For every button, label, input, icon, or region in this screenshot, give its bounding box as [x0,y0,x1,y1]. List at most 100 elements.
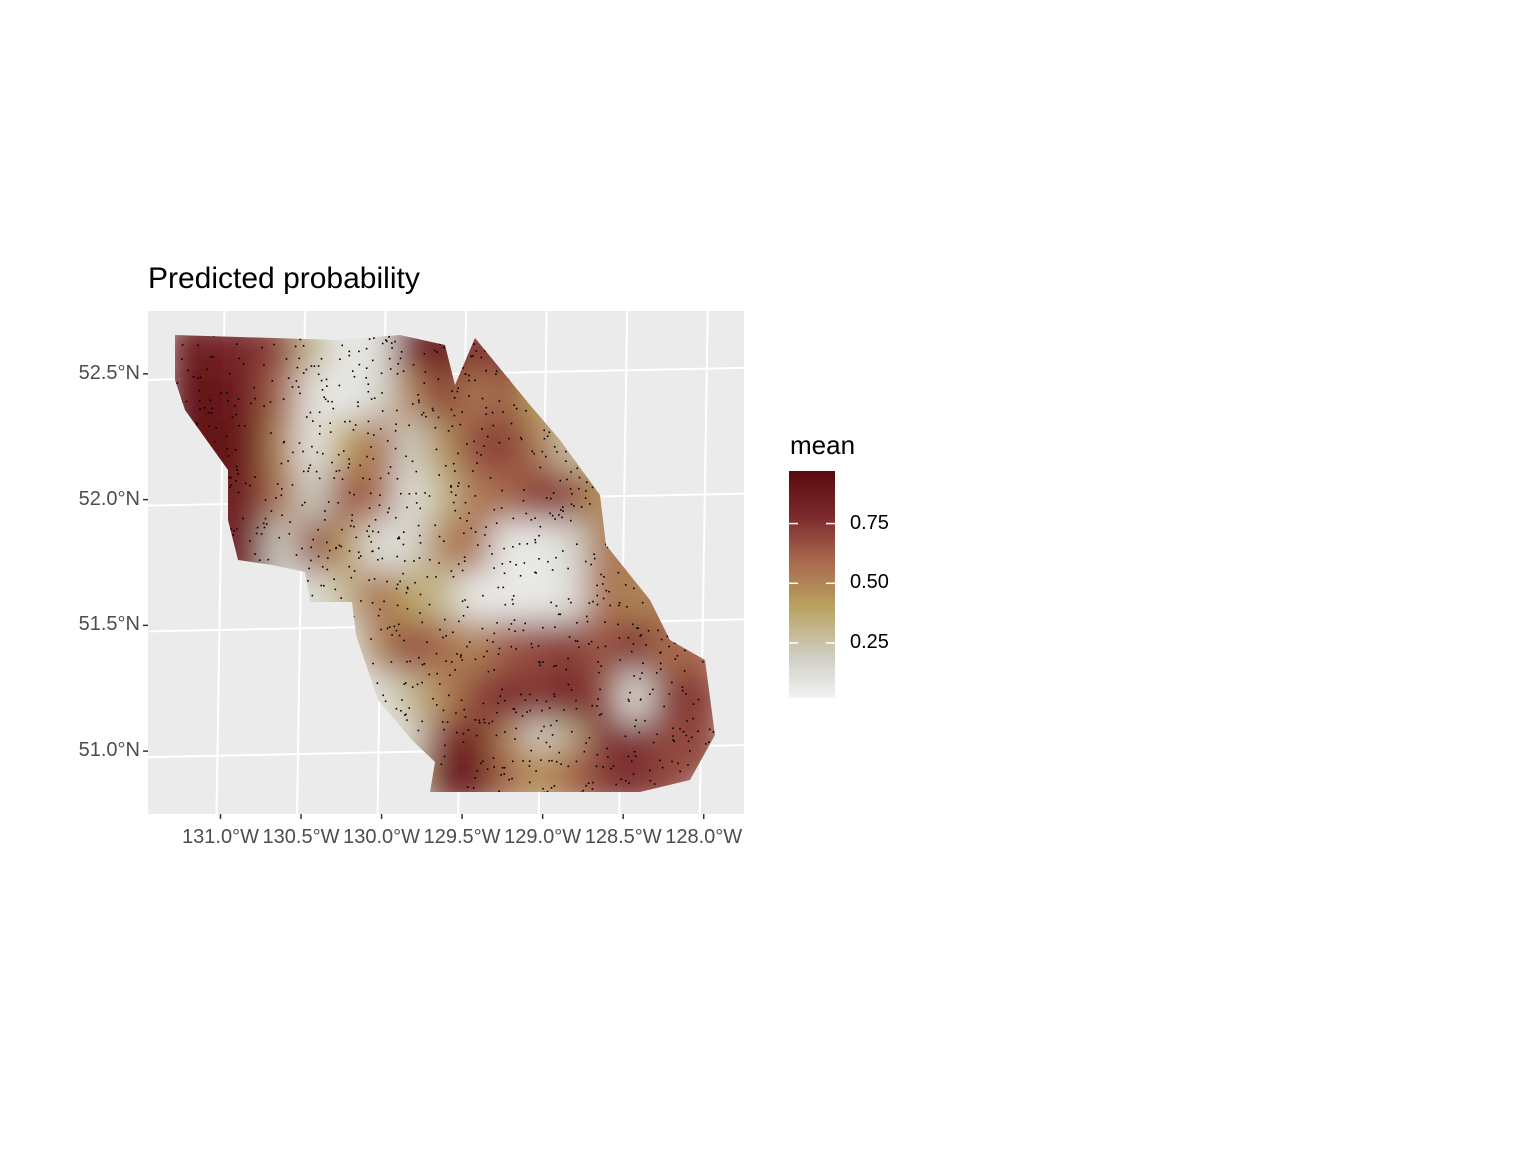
observation-point [635,719,637,721]
observation-point [459,423,462,426]
observation-point [489,477,492,479]
observation-point [548,431,551,434]
observation-point [276,483,279,485]
observation-point [320,379,323,382]
observation-point [399,580,401,583]
observation-point [565,460,567,462]
observation-point [519,575,522,577]
observation-point [415,470,418,473]
observation-point [406,660,408,663]
observation-point [377,614,380,617]
observation-point [444,744,446,747]
observation-point [562,550,564,552]
observation-point [673,740,676,743]
observation-point [529,709,531,712]
observation-point [625,780,627,782]
observation-point [463,556,466,558]
observation-point [419,507,422,510]
observation-point [540,759,542,761]
observation-point [514,630,516,632]
observation-point [326,541,328,544]
observation-point [592,781,594,784]
observation-point [687,764,689,766]
observation-point [454,669,456,671]
observation-point [512,603,514,605]
observation-point [438,535,441,538]
observation-point [404,714,406,716]
observation-point [324,398,327,401]
observation-point [331,461,333,464]
observation-point [666,635,669,638]
observation-point [320,584,323,587]
observation-point [353,525,355,528]
observation-point [360,600,362,602]
observation-point [473,440,475,443]
observation-point [181,358,183,360]
observation-point [295,380,298,382]
observation-point [263,364,265,366]
observation-point [417,394,419,396]
observation-point [653,783,656,785]
observation-point [683,670,686,672]
observation-point [380,372,383,375]
observation-point [528,765,531,767]
observation-point [468,379,470,382]
observation-point [386,440,389,442]
observation-point [586,620,589,623]
observation-point [504,731,506,733]
observation-point [436,351,438,353]
observation-point [411,460,414,463]
observation-point [702,660,704,663]
observation-point [208,425,211,427]
observation-point [419,534,421,537]
observation-point [443,728,445,731]
observation-point [640,634,642,636]
observation-point [415,492,417,495]
observation-point [439,628,441,631]
observation-point [452,462,455,465]
observation-point [306,416,308,418]
observation-point [366,455,368,458]
observation-point [535,770,537,772]
observation-point [503,773,505,775]
observation-point [381,557,384,560]
observation-point [397,363,400,365]
observation-point [439,343,441,345]
observation-point [661,766,664,769]
observation-point [377,531,380,533]
observation-point [425,415,427,418]
observation-point [318,411,321,414]
observation-point [466,786,469,788]
observation-point [416,683,419,686]
observation-point [462,615,465,617]
observation-point [379,608,381,611]
observation-point [457,387,459,389]
observation-point [423,353,426,355]
observation-point [488,722,490,725]
observation-point [450,570,453,572]
observation-point [391,634,393,636]
observation-point [304,501,306,504]
observation-point [229,486,231,489]
observation-point [264,499,267,501]
observation-point [432,409,434,412]
observation-point [550,787,553,789]
x-tick-label: 131.0°W [182,826,259,848]
observation-point [481,627,484,630]
observation-point [559,479,562,482]
observation-point [690,736,693,739]
observation-point [463,560,466,562]
observation-point [256,526,259,529]
observation-point [445,465,447,467]
observation-point [335,470,338,472]
observation-point [543,791,546,792]
observation-point [387,511,389,514]
observation-point [357,401,359,403]
observation-point [603,576,605,578]
observation-point [570,689,573,691]
observation-point [591,486,594,489]
observation-point [406,586,409,589]
observation-point [596,705,598,707]
x-tick-label: 128.5°W [584,826,662,848]
observation-point [426,576,429,578]
